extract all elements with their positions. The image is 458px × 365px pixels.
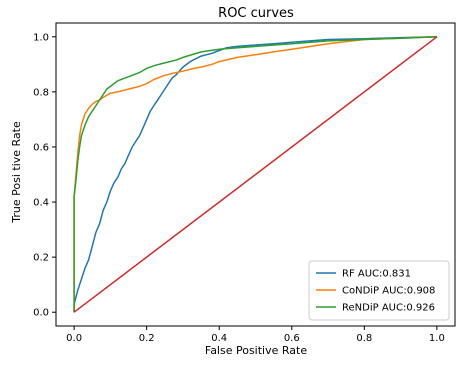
y-tick-label: 0.4 [33,198,49,209]
legend-label-0: RF AUC:0.831 [342,269,411,280]
x-tick-label: 0.4 [211,333,227,344]
y-tick-label: 1.0 [33,32,49,43]
x-tick-label: 0.0 [66,333,82,344]
legend-box [308,260,450,321]
series-line-1 [73,36,437,313]
plot-frame [55,22,456,327]
legend-label-1: CoNDiP AUC:0.908 [342,286,435,297]
series-line-3 [73,36,438,313]
plot-area [73,36,438,313]
chart-title: ROC curves [218,6,294,21]
y-tick-label: 0.0 [33,308,49,319]
y-axis-label: True Posi tive Rate [10,121,23,224]
y-tick-label: 0.8 [33,87,49,98]
axes: 0.0 0.2 0.4 0.6 0.8 1.0 0.0 0.2 0.4 0.6 0.8 1.0 [33,22,456,344]
x-tick-label: 0.6 [284,333,300,344]
x-tick-label: 0.2 [139,333,155,344]
y-tick-label: 0.2 [33,253,49,264]
legend: RF AUC:0.831 CoNDiP AUC:0.908 ReNDiP AUC:0… [308,260,450,321]
y-tick-label: 0.6 [33,142,49,153]
series-line-2 [73,36,437,313]
x-tick-label: 1.0 [429,333,445,344]
series-line-0 [73,36,437,313]
x-tick-label: 0.8 [356,333,372,344]
x-axis-label: False Positive Rate [205,344,307,357]
legend-label-2: ReNDiP AUC:0.926 [342,303,435,314]
